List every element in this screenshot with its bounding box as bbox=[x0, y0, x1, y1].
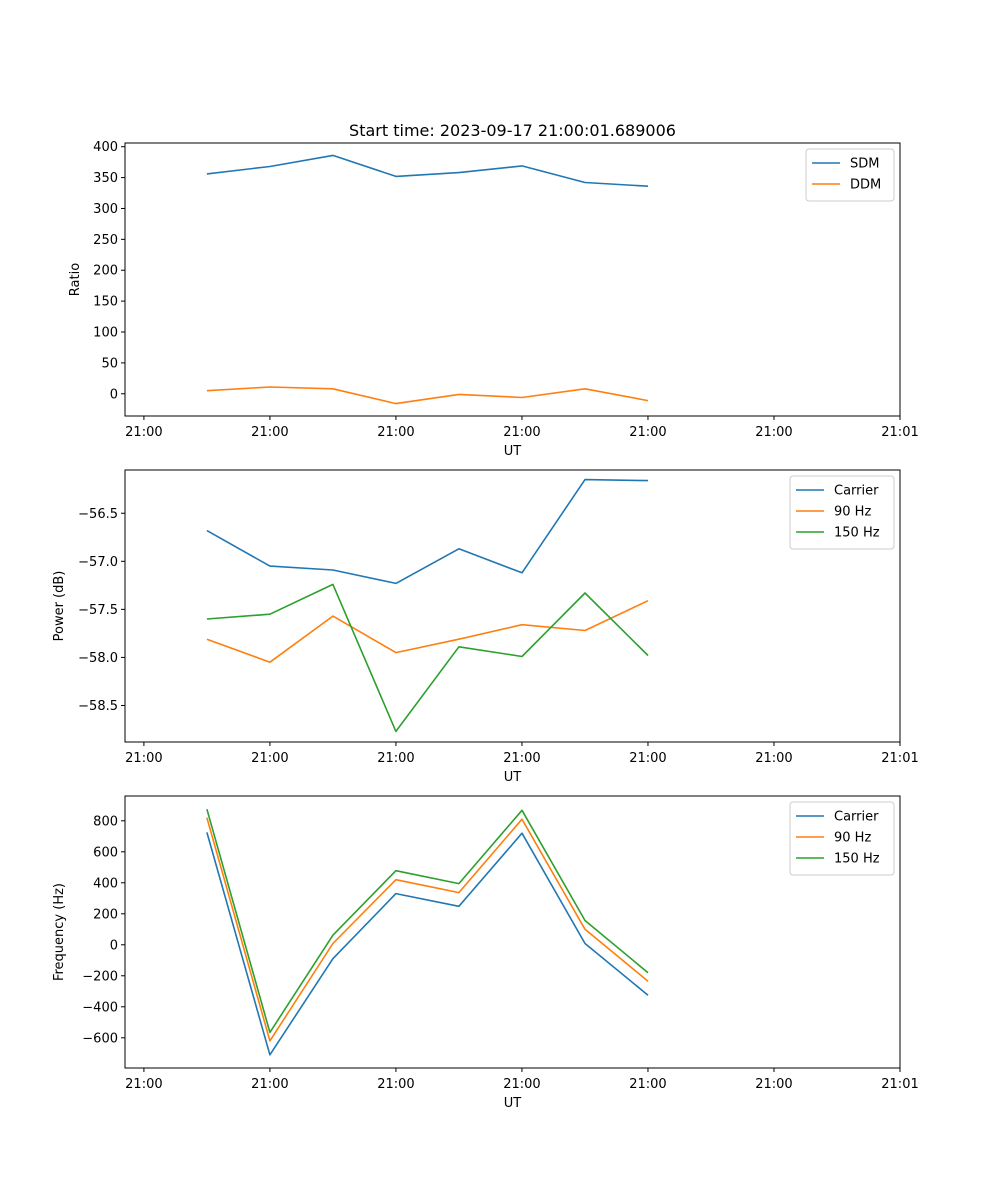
legend-label: DDM bbox=[850, 178, 881, 193]
chart-title: Start time: 2023-09-17 21:00:01.689006 bbox=[349, 121, 676, 140]
y-tick-label: 300 bbox=[93, 202, 118, 217]
y-axis-label: Power (dB) bbox=[52, 571, 67, 642]
y-tick-label: −56.5 bbox=[78, 507, 118, 522]
x-axis-label: UT bbox=[504, 444, 522, 459]
x-tick-label: 21:00 bbox=[755, 1077, 792, 1092]
plot-frame bbox=[124, 142, 901, 417]
x-axis-label: UT bbox=[504, 770, 522, 785]
legend: Carrier 90 Hz 150 Hz bbox=[789, 801, 895, 876]
series-line-carrier bbox=[206, 832, 649, 1056]
y-tick-label: 150 bbox=[93, 295, 118, 310]
x-tick-label: 21:01 bbox=[881, 751, 918, 766]
y-tick-label: −58.5 bbox=[78, 699, 118, 714]
y-axis-label: Ratio bbox=[68, 263, 83, 296]
y-tick-label: 600 bbox=[93, 845, 118, 860]
x-tick-label: 21:01 bbox=[881, 425, 918, 440]
legend-label: Carrier bbox=[834, 484, 879, 499]
x-tick-label: 21:00 bbox=[125, 1077, 162, 1092]
legend-label: 150 Hz bbox=[834, 852, 880, 867]
x-tick-label: 21:00 bbox=[125, 425, 162, 440]
x-tick-label: 21:00 bbox=[755, 751, 792, 766]
y-tick-label: 200 bbox=[93, 264, 118, 279]
x-tick-label: 21:00 bbox=[629, 1077, 666, 1092]
x-axis-label: UT bbox=[504, 1096, 522, 1111]
y-tick-label: −400 bbox=[82, 1000, 118, 1015]
y-tick-label: 0 bbox=[110, 938, 118, 953]
legend-label: 90 Hz bbox=[834, 505, 871, 520]
x-tick-label: 21:00 bbox=[755, 425, 792, 440]
series-line-ddm bbox=[206, 386, 649, 405]
y-tick-label: −57.5 bbox=[78, 603, 118, 618]
series-line-90-hz bbox=[206, 817, 649, 1042]
y-tick-label: 250 bbox=[93, 233, 118, 248]
x-tick-label: 21:00 bbox=[377, 425, 414, 440]
panel-2: −58.5 −58.0 −57.5 −57.0 −56.5 21:00 21:00 21:00… bbox=[52, 469, 919, 785]
x-tick-label: 21:00 bbox=[251, 425, 288, 440]
x-tick-label: 21:00 bbox=[251, 751, 288, 766]
x-tick-label: 21:00 bbox=[377, 1077, 414, 1092]
series-line-sdm bbox=[206, 154, 649, 187]
x-tick-label: 21:00 bbox=[377, 751, 414, 766]
series-line-150-hz bbox=[206, 808, 649, 1034]
y-tick-label: −57.0 bbox=[78, 555, 118, 570]
series-line-150-hz bbox=[206, 583, 649, 733]
y-tick-label: 800 bbox=[93, 814, 118, 829]
y-tick-label: 200 bbox=[93, 907, 118, 922]
series-line-carrier bbox=[206, 478, 649, 585]
y-axis-label: Frequency (Hz) bbox=[52, 883, 67, 981]
legend-box bbox=[789, 475, 895, 550]
x-tick-label: 21:00 bbox=[503, 1077, 540, 1092]
x-tick-label: 21:01 bbox=[881, 1077, 918, 1092]
x-tick-label: 21:00 bbox=[125, 751, 162, 766]
x-tick-label: 21:00 bbox=[629, 425, 666, 440]
y-tick-label: 0 bbox=[110, 387, 118, 402]
legend-label: 90 Hz bbox=[834, 831, 871, 846]
legend-label: Carrier bbox=[834, 810, 879, 825]
y-tick-label: −58.0 bbox=[78, 651, 118, 666]
y-tick-label: 50 bbox=[101, 356, 118, 371]
x-tick-label: 21:00 bbox=[503, 751, 540, 766]
legend-label: SDM bbox=[850, 157, 879, 172]
plot-frame bbox=[124, 795, 901, 1069]
y-tick-label: 400 bbox=[93, 876, 118, 891]
legend: SDM DDM bbox=[805, 148, 895, 202]
y-tick-label: −200 bbox=[82, 969, 118, 984]
x-tick-label: 21:00 bbox=[503, 425, 540, 440]
x-tick-label: 21:00 bbox=[251, 1077, 288, 1092]
legend-box bbox=[805, 148, 895, 202]
y-tick-label: 350 bbox=[93, 171, 118, 186]
legend: Carrier 90 Hz 150 Hz bbox=[789, 475, 895, 550]
plot-frame bbox=[124, 469, 901, 743]
y-tick-label: −600 bbox=[82, 1031, 118, 1046]
series-line-90-hz bbox=[206, 599, 649, 664]
legend-label: 150 Hz bbox=[834, 526, 880, 541]
legend-box bbox=[789, 801, 895, 876]
y-tick-label: 100 bbox=[93, 326, 118, 341]
panel-1: Start time: 2023-09-17 21:00:01.689006 0 5… bbox=[68, 121, 919, 459]
panel-3: −600 −400 −200 0 200 400 600 800 21:00 21:00 21:00… bbox=[52, 795, 919, 1111]
y-tick-label: 400 bbox=[93, 140, 118, 155]
x-tick-label: 21:00 bbox=[629, 751, 666, 766]
